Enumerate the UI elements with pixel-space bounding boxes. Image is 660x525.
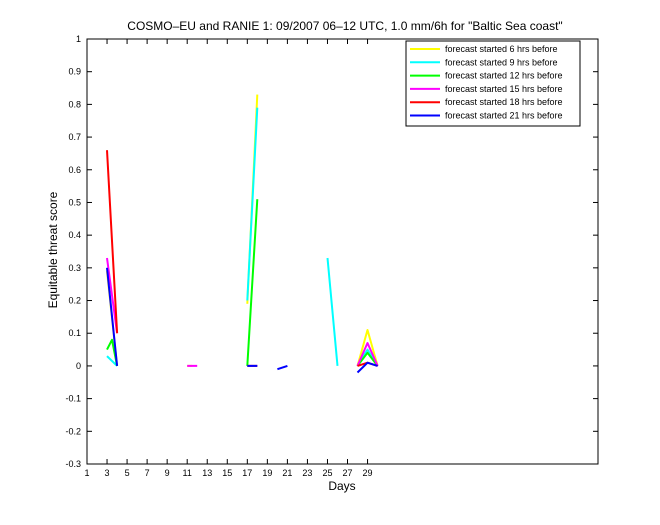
- series-line-2: [106, 107, 379, 367]
- chart-title: COSMO–EU and RANIE 1: 09/2007 06–12 UTC,…: [127, 19, 562, 33]
- legend-label: forecast started 6 hrs before: [445, 44, 558, 54]
- y-tick-label: -0.3: [65, 459, 81, 469]
- x-tick-label: 15: [222, 468, 232, 478]
- x-tick-label: 29: [363, 468, 373, 478]
- legend: forecast started 6 hrs before forecast st…: [405, 40, 581, 127]
- y-axis: -0.3 -0.2 -0.1 0 0.1 0.2 0.3 0.4 0.5 0.6 0.7 0.8 0.9…: [65, 34, 598, 469]
- x-tick-label: 5: [125, 468, 130, 478]
- series-line-6: [106, 267, 378, 374]
- legend-label: forecast started 15 hrs before: [445, 84, 563, 94]
- x-tick-label: 27: [343, 468, 353, 478]
- x-tick-label: 3: [105, 468, 110, 478]
- y-tick-label: 0.3: [68, 263, 81, 273]
- legend-box: [405, 40, 581, 127]
- y-tick-label: 0.9: [68, 67, 81, 77]
- y-tick-label: 0.6: [68, 165, 81, 175]
- legend-label: forecast started 9 hrs before: [445, 57, 558, 67]
- y-tick-label: -0.1: [65, 394, 81, 404]
- y-tick-label: 0.5: [68, 197, 81, 207]
- x-tick-label: 13: [202, 468, 212, 478]
- y-tick-label: -0.2: [65, 426, 81, 436]
- x-tick-label: 23: [302, 468, 312, 478]
- legend-label: forecast started 18 hrs before: [445, 97, 563, 107]
- y-axis-label: Equitable threat score: [46, 191, 60, 308]
- y-tick-label: 0: [76, 361, 81, 371]
- x-axis: 1 3 5 7 9 11 13 15 17 19 21 23 25 27 29: [84, 39, 373, 478]
- y-tick-label: 0.2: [68, 296, 81, 306]
- x-tick-label: 1: [84, 468, 89, 478]
- x-tick-label: 17: [242, 468, 252, 478]
- x-axis-label: Days: [328, 479, 355, 493]
- y-tick-label: 0.8: [68, 99, 81, 109]
- legend-label: forecast started 12 hrs before: [445, 71, 563, 81]
- y-tick-label: 0.1: [68, 328, 81, 338]
- legend-label: forecast started 21 hrs before: [445, 111, 563, 121]
- x-tick-label: 11: [183, 468, 192, 478]
- x-tick-label: 7: [145, 468, 150, 478]
- y-tick-label: 0.4: [68, 230, 81, 240]
- x-tick-label: 21: [282, 468, 292, 478]
- y-tick-label: 0.7: [68, 132, 81, 142]
- x-tick-label: 25: [322, 468, 332, 478]
- series-group: [106, 94, 379, 374]
- x-tick-label: 9: [165, 468, 170, 478]
- x-tick-label: 19: [262, 468, 272, 478]
- y-tick-label: 1: [76, 34, 81, 44]
